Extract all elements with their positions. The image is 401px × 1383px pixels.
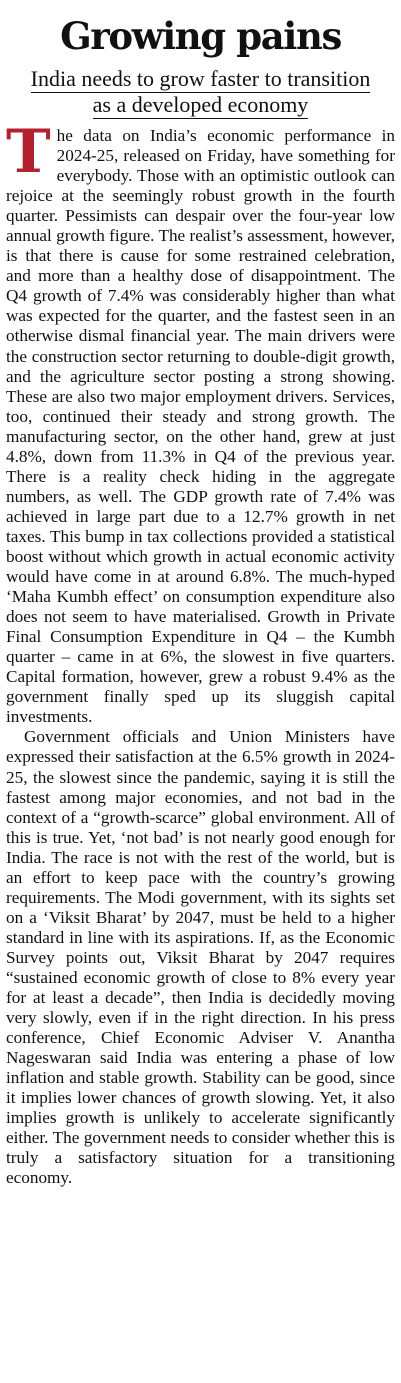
headline: Growing pains: [60, 14, 342, 58]
drop-cap: T: [6, 117, 51, 187]
subheadline-line-2: as a developed economy: [92, 92, 309, 119]
paragraph-1-text: he data on India’s economic performance …: [6, 126, 395, 727]
subheadline-line-1: India needs to grow faster to transition: [30, 66, 371, 93]
paragraph-2: Government officials and Union Ministers…: [6, 727, 395, 1188]
subheadline: India needs to grow faster to transition…: [6, 66, 395, 119]
editorial-article: Growing pains India needs to grow faster…: [6, 0, 395, 1188]
